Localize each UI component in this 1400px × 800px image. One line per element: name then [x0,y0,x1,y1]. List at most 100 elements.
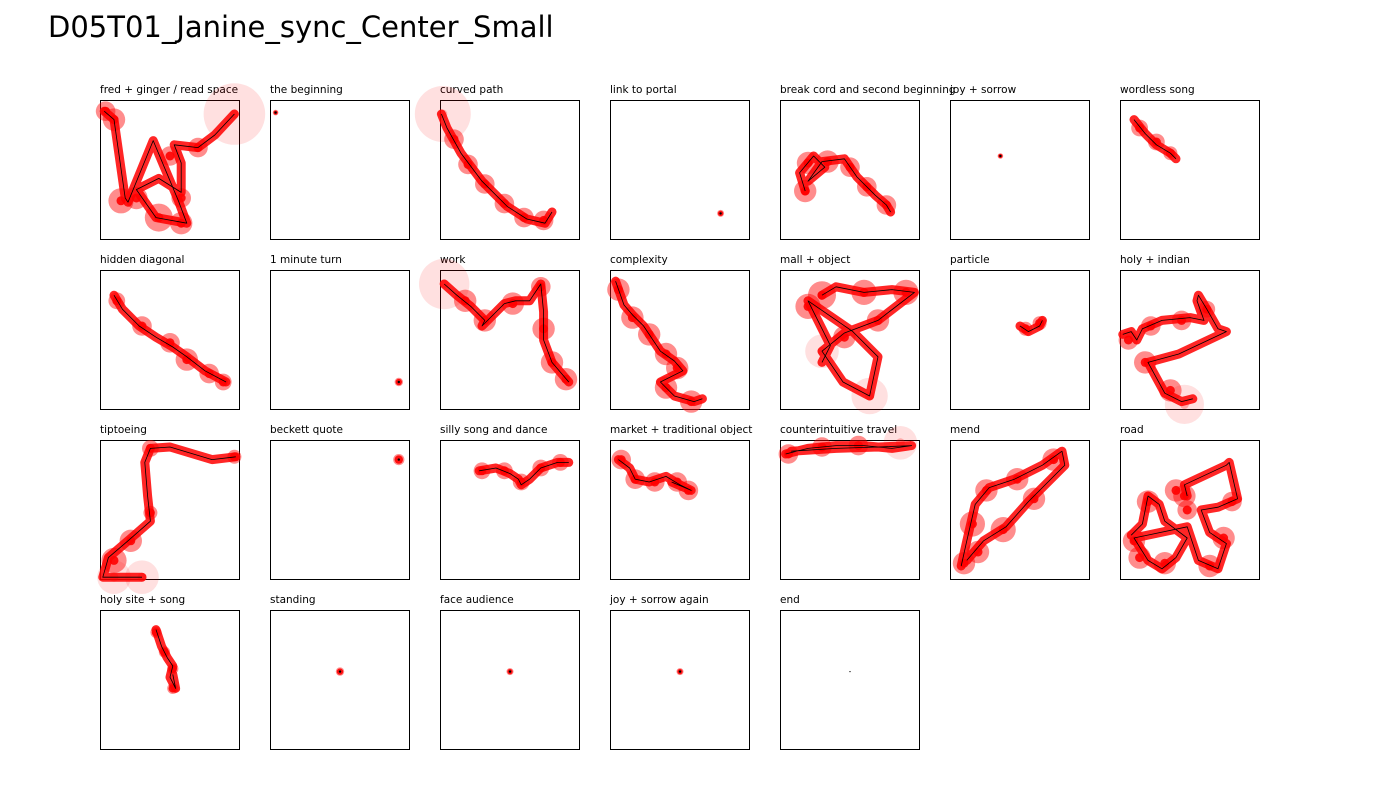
dwell-blob-core [151,628,161,637]
position-dot [397,380,400,384]
position-dot [849,671,851,673]
dwell-blob-core [154,213,164,223]
panel-frame [440,270,580,410]
dwell-blob-core [783,449,793,459]
trajectory-plot [419,258,580,410]
panel-label: the beginning [270,84,343,96]
dwell-blob-core [463,159,473,169]
dwell-blob-core [204,369,214,379]
panel-label: joy + sorrow [950,84,1017,96]
panel-frame [780,610,920,750]
panel-label: link to portal [610,84,677,96]
dwell-blob [1164,384,1204,424]
trajectory-line [1122,294,1227,402]
dwell-blob-core [616,455,626,465]
trajectory-plot [100,270,240,410]
trajectory-plot [610,100,750,240]
dwell-blob-core [182,355,192,365]
dwell-blob-core [686,397,696,407]
dwell-blob-core [145,508,155,518]
trajectory-line [1019,320,1043,332]
trajectory-plot [950,270,1090,410]
panel-label: tiptoeing [100,424,147,436]
trajectory-line [103,110,235,224]
position-dot [999,154,1002,158]
panel-frame [100,440,240,580]
dwell-blob-core [1160,558,1170,568]
position-dot [397,458,400,461]
dwell-blob-core [1135,123,1145,133]
trajectory-plot [780,270,920,415]
trajectory-plot [97,440,242,594]
dwell-blob-core [438,109,448,119]
panel-label: mend [950,424,981,436]
dwell-blob-core [1049,455,1059,465]
panel-label: beckett quote [270,424,343,436]
dwell-blob-core [1123,335,1133,345]
panel-label: particle [950,254,990,266]
dwell-blob-core [165,151,175,161]
position-dot [274,111,277,114]
dwell-blob-core [672,363,682,373]
panel-label: market + traditional object [610,424,753,436]
trajectory-line [807,286,915,397]
dwell-blob-core [1219,533,1229,543]
trajectory-plot [780,610,920,750]
panel-frame [270,100,410,240]
panel-frame [610,440,750,580]
dwell-blob-core [137,321,147,331]
dwell-blob-core [176,218,186,228]
dwell-blob-core [1146,321,1156,331]
panel-frame [950,100,1090,240]
trajectory-plot [1120,440,1260,580]
panel-label: 1 minute turn [270,254,342,266]
trajectory-plot [610,610,750,750]
panel-frame [440,610,580,750]
trajectory-plot [95,83,266,240]
panel-label: hidden diagonal [100,254,185,266]
panel-label: curved path [440,84,504,96]
position-dot [508,670,512,673]
trajectory-plot [778,426,920,580]
trajectory-plot [440,440,580,580]
trajectory-plot [607,270,750,413]
dwell-blob-core [1029,494,1039,504]
panel-frame [270,270,410,410]
panel-frame [270,440,410,580]
trajectory-plot [270,440,410,580]
dwell-blob [414,86,471,142]
panel-label: break cord and second beginning [780,84,956,96]
trajectory-plot [950,440,1090,580]
dwell-blob [883,426,918,460]
dwell-blob-core [1179,491,1189,501]
dwell-blob-core [176,193,186,203]
panel-label: joy + sorrow again [610,594,709,606]
position-dot [338,670,342,673]
dwell-blob-core [901,287,911,297]
dwell-blob-core [101,106,111,116]
dwell-blob-core [109,555,119,565]
page-title: D05T01_Janine_sync_Center_Small [48,10,554,44]
dwell-blob-core [477,466,487,476]
dwell-blob-core [131,193,141,203]
dwell-blob-core [803,301,813,311]
panel-label: work [440,254,466,266]
trajectory-plot [440,610,580,750]
dwell-blob-core [1179,399,1189,409]
dwell-blob-core [973,547,983,557]
trajectory-line [785,445,912,455]
dwell-blob-core [449,134,459,144]
trajectory-line [615,281,703,402]
dwell-blob-core [1140,357,1150,367]
trajectory-plot [270,610,410,750]
dwell-blob-core [1135,553,1145,563]
trajectory-plot [270,270,410,410]
dwell-blob-core [1151,137,1161,147]
dwell-blob-core [1165,385,1175,395]
panel-label: mall + object [780,254,851,266]
dwell-blob-core [165,338,175,348]
dwell-blob-core [627,313,637,323]
trajectory-line [102,446,236,578]
panel-label: wordless song [1120,84,1195,96]
panel-label: road [1120,424,1144,436]
